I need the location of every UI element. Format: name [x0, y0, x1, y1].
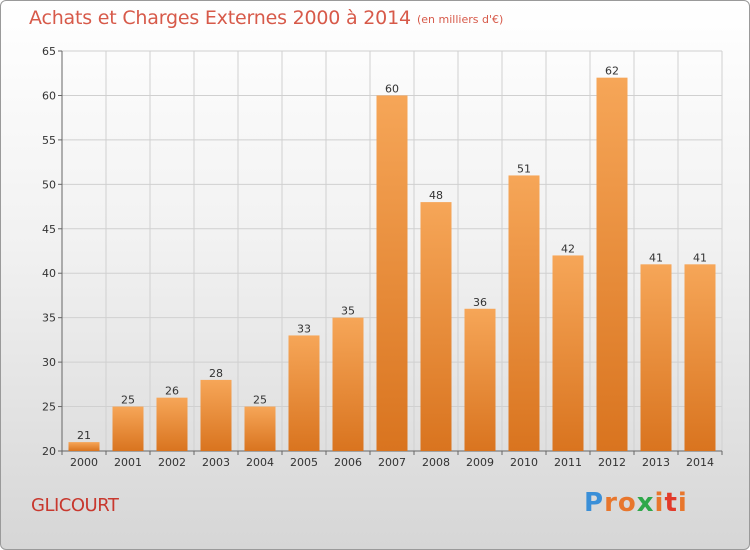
y-tick-label: 30: [42, 356, 56, 369]
logo-letter: t: [664, 488, 678, 518]
data-label: 41: [693, 251, 707, 264]
y-tick-label: 55: [42, 134, 56, 147]
bar-layer: [68, 77, 716, 452]
x-tick-label: 2003: [202, 456, 230, 469]
bar: [464, 308, 496, 451]
bar: [508, 175, 540, 451]
bar: [684, 264, 716, 451]
y-tick-label: 25: [42, 401, 56, 414]
bar: [288, 335, 320, 451]
unit-note: (en milliers d'€): [417, 13, 504, 26]
data-label: 28: [209, 367, 223, 380]
data-label: 21: [77, 429, 91, 442]
bar: [68, 442, 100, 451]
x-tick-label: 2005: [290, 456, 318, 469]
x-tick-label: 2006: [334, 456, 362, 469]
bar: [112, 406, 144, 451]
x-tick-label: 2000: [70, 456, 98, 469]
data-label: 51: [517, 162, 531, 175]
chart-title: Achats et Charges Externes 2000 à 2014: [29, 7, 411, 29]
x-tick-label: 2012: [598, 456, 626, 469]
y-tick-label: 50: [42, 178, 56, 191]
data-label: 33: [297, 322, 311, 335]
y-tick-label: 45: [42, 223, 56, 236]
y-tick-label: 35: [42, 312, 56, 325]
x-tick-label: 2007: [378, 456, 406, 469]
x-tick-label: 2001: [114, 456, 142, 469]
logo-letter: o: [617, 488, 637, 518]
y-tick-label: 65: [42, 45, 56, 58]
logo-letter: x: [636, 488, 655, 518]
x-tick-label: 2010: [510, 456, 538, 469]
y-tick-label: 40: [42, 267, 56, 280]
data-label: 26: [165, 385, 179, 398]
data-label: 25: [253, 394, 267, 407]
proxiti-logo[interactable]: Proxiti: [584, 488, 688, 518]
y-tick-label: 20: [42, 445, 56, 458]
logo-letter: r: [604, 488, 618, 518]
data-label: 25: [121, 394, 135, 407]
data-label: 62: [605, 65, 619, 78]
commune-name: GLICOURT: [31, 495, 119, 516]
bar: [552, 255, 584, 451]
bar: [376, 95, 408, 451]
label-layer: 21 2000 25 2001 26 2002 28 2003 25 2004 33 2005 35 20…: [70, 65, 714, 469]
data-label: 41: [649, 251, 663, 264]
x-tick-label: 2011: [554, 456, 582, 469]
bar: [596, 77, 628, 452]
data-label: 35: [341, 305, 355, 318]
bar: [420, 202, 452, 451]
logo-letter: P: [584, 488, 605, 518]
x-tick-label: 2002: [158, 456, 186, 469]
y-tick-label: 60: [42, 89, 56, 102]
bar: [244, 406, 276, 451]
data-label: 36: [473, 296, 487, 309]
x-tick-label: 2009: [466, 456, 494, 469]
logo-letter: i: [677, 488, 688, 518]
data-label: 48: [429, 189, 443, 202]
x-tick-label: 2004: [246, 456, 274, 469]
bar: [332, 317, 364, 451]
data-label: 42: [561, 242, 575, 255]
data-label: 60: [385, 82, 399, 95]
bar: [156, 397, 188, 451]
x-tick-label: 2013: [642, 456, 670, 469]
bar: [200, 379, 232, 451]
logo-letter: i: [654, 488, 665, 518]
x-tick-label: 2014: [686, 456, 714, 469]
bar: [640, 264, 672, 451]
x-tick-label: 2008: [422, 456, 450, 469]
